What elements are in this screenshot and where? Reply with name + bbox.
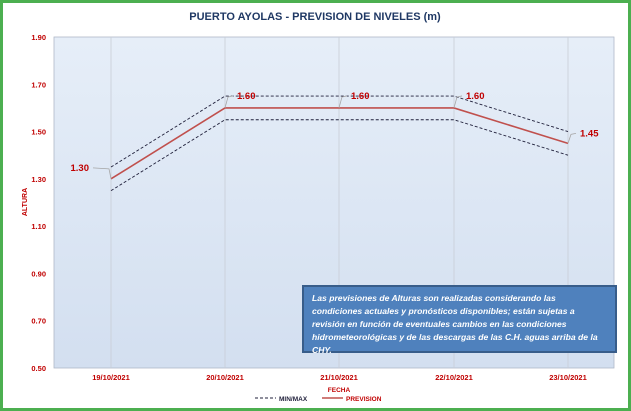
x-tick-label: 23/10/2021 [549,373,587,382]
data-label-leader [453,95,463,109]
data-label-leader [92,167,112,179]
x-tick-label: 20/10/2021 [206,373,244,382]
data-label: 1.60 [237,91,256,102]
y-axis-label: ALTURA [22,188,29,216]
data-label: 1.60 [351,91,370,102]
legend-label-minmax: MIN/MAX [279,396,308,403]
y-tick-label: 0.70 [31,317,46,326]
x-tick-label: 21/10/2021 [320,373,358,382]
x-tick-label: 19/10/2021 [92,373,130,382]
x-tick-label: 22/10/2021 [435,373,473,382]
y-tick-label: 0.90 [31,269,46,278]
data-label-leader [567,133,577,144]
data-label-leader [224,95,234,109]
data-label: 1.60 [466,91,485,102]
x-axis-label: FECHA [328,387,351,394]
note-text: Las previsiones de Alturas son realizada… [312,293,598,355]
data-label: 1.30 [71,163,90,174]
y-tick-label: 1.90 [31,33,46,42]
note-box: Las previsiones de Alturas son realizada… [302,285,617,355]
data-label: 1.45 [580,128,599,139]
y-tick-label: 1.10 [31,222,46,231]
y-tick-label: 1.50 [31,128,46,137]
data-label-leader [338,95,348,109]
y-tick-label: 1.70 [31,80,46,89]
y-tick-label: 0.50 [31,364,46,373]
y-tick-label: 1.30 [31,175,46,184]
chart-title: PUERTO AYOLAS - PREVISION DE NIVELES (m) [189,11,441,23]
legend-label-prevision: PREVISION [346,396,382,403]
